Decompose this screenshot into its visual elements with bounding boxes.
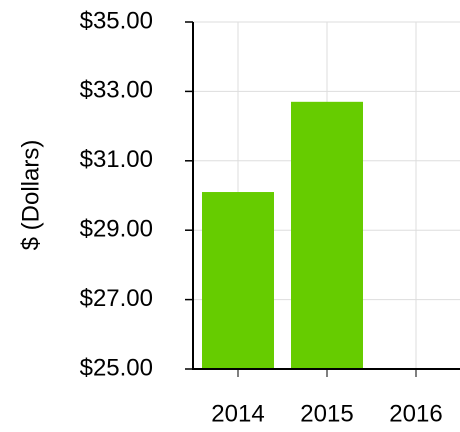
y-tick-label: $25.00 <box>80 354 153 381</box>
y-tick-label: $31.00 <box>80 146 153 173</box>
y-tick-label: $35.00 <box>80 7 153 34</box>
y-axis-label: $ (Dollars) <box>17 140 44 251</box>
bar <box>291 101 363 369</box>
x-tick-label: 2014 <box>211 400 264 427</box>
x-tick-label: 2015 <box>300 400 353 427</box>
y-tick-label: $33.00 <box>80 77 153 104</box>
y-tick-label: $29.00 <box>80 216 153 243</box>
x-tick-label: 2016 <box>389 400 442 427</box>
y-tick-label: $27.00 <box>80 285 153 312</box>
bar <box>202 192 274 369</box>
